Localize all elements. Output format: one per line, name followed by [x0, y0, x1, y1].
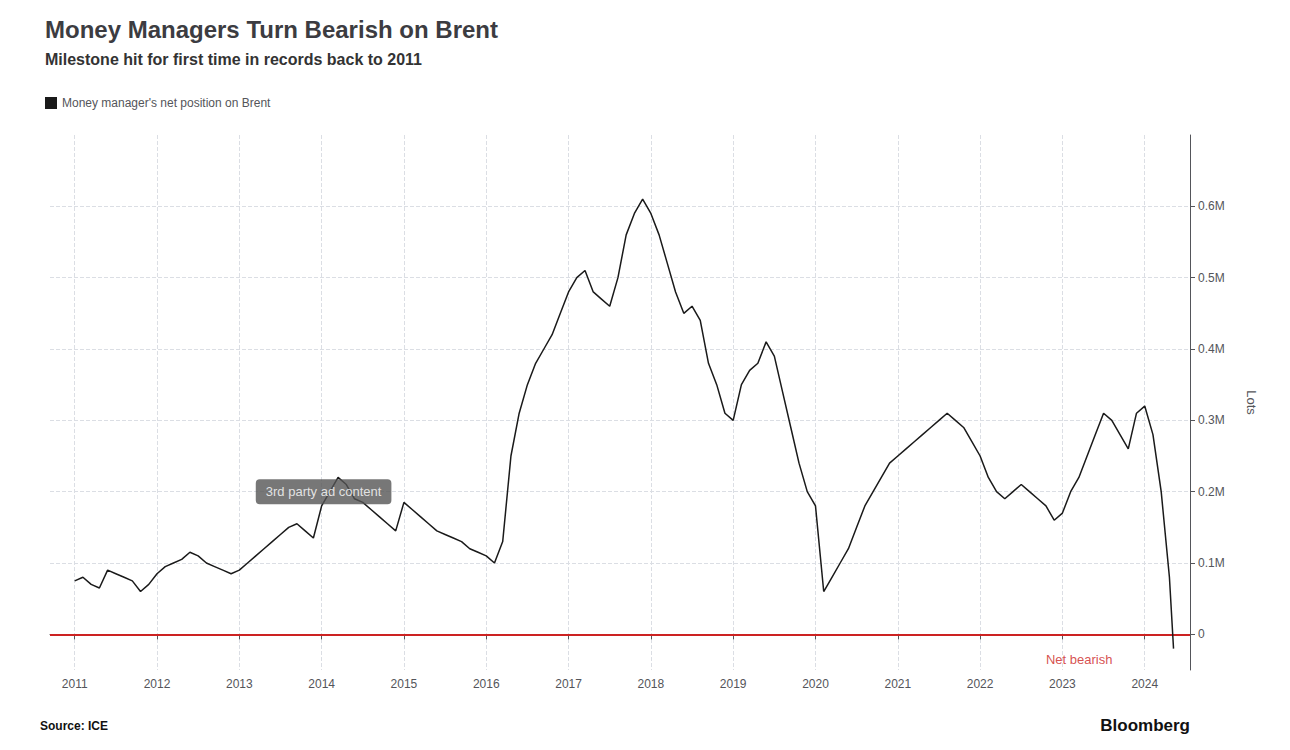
svg-text:0.1M: 0.1M	[1198, 556, 1225, 570]
svg-text:0.3M: 0.3M	[1198, 413, 1225, 427]
svg-text:2024: 2024	[1131, 677, 1158, 691]
svg-text:2023: 2023	[1049, 677, 1076, 691]
svg-text:2013: 2013	[226, 677, 253, 691]
svg-text:Money manager's net position o: Money manager's net position on Brent	[62, 96, 271, 110]
svg-text:2016: 2016	[473, 677, 500, 691]
svg-text:0.6M: 0.6M	[1198, 199, 1225, 213]
svg-text:2011: 2011	[62, 677, 88, 691]
svg-text:2018: 2018	[638, 677, 665, 691]
svg-text:Bloomberg: Bloomberg	[1100, 716, 1190, 735]
svg-text:0: 0	[1198, 627, 1205, 641]
svg-text:0.4M: 0.4M	[1198, 342, 1225, 356]
svg-text:2012: 2012	[144, 677, 171, 691]
svg-text:0.2M: 0.2M	[1198, 485, 1225, 499]
svg-text:3rd party ad content: 3rd party ad content	[266, 484, 382, 499]
svg-text:2020: 2020	[802, 677, 829, 691]
svg-text:2022: 2022	[967, 677, 994, 691]
svg-text:Money Managers Turn Bearish on: Money Managers Turn Bearish on Brent	[45, 16, 498, 43]
svg-text:Milestone hit for first time i: Milestone hit for first time in records …	[45, 51, 422, 68]
svg-text:Net bearish: Net bearish	[1046, 652, 1112, 667]
svg-text:2015: 2015	[391, 677, 418, 691]
svg-text:Source: ICE: Source: ICE	[40, 719, 108, 733]
svg-text:Lots: Lots	[1244, 390, 1259, 415]
svg-text:2017: 2017	[555, 677, 582, 691]
svg-text:0.5M: 0.5M	[1198, 271, 1225, 285]
svg-text:2019: 2019	[720, 677, 747, 691]
svg-text:2014: 2014	[308, 677, 335, 691]
svg-text:2021: 2021	[884, 677, 911, 691]
